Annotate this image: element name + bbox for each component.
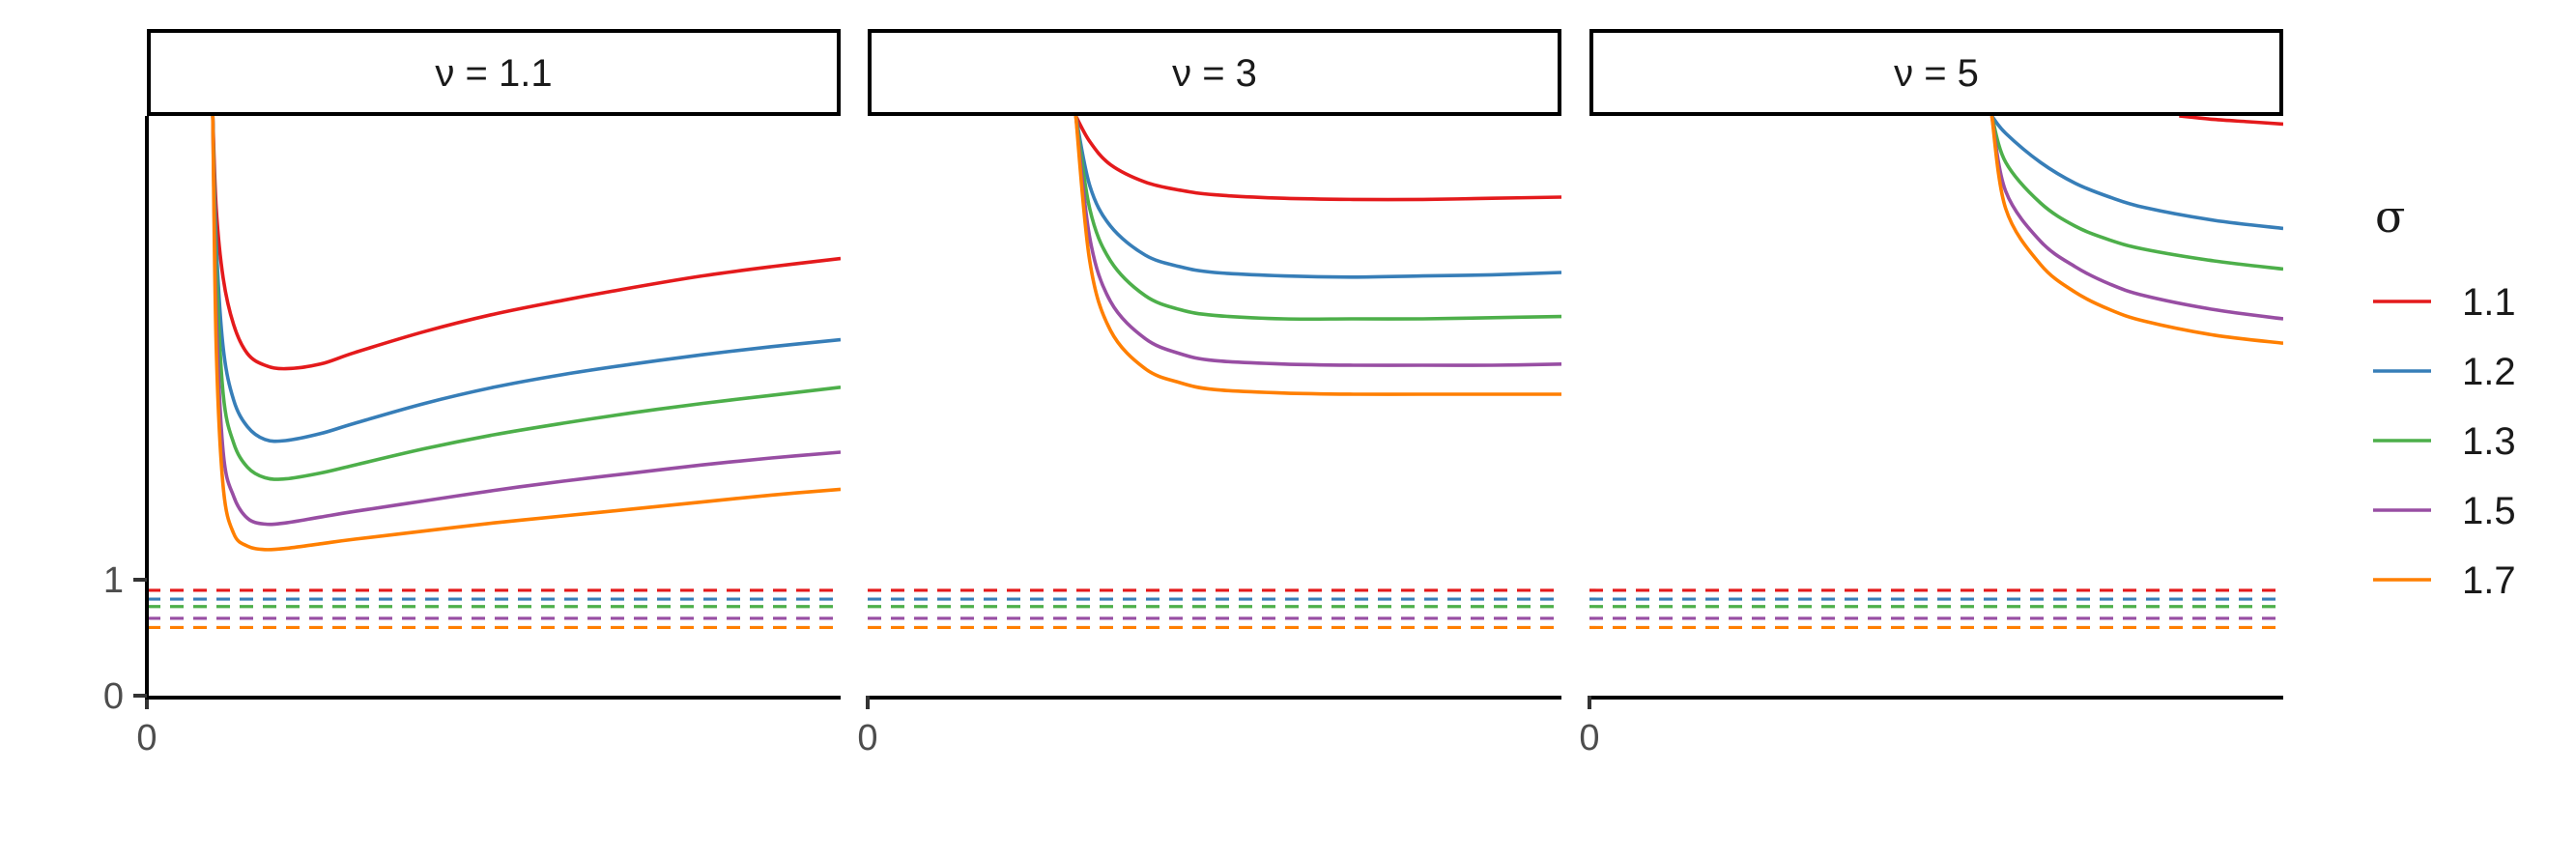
x-tick-label-panel-2: 0 <box>857 718 877 758</box>
series-line-1-7-panel-2 <box>1073 116 1561 396</box>
legend-label-1-5: 1.5 <box>2462 490 2516 532</box>
series-line-1-3-panel-3 <box>1989 116 2283 272</box>
legend: σ 1.1 1.2 1.3 1.5 1.7 <box>2373 190 2516 602</box>
series-line-1-1-panel-1 <box>211 116 841 371</box>
series-line-1-5-panel-2 <box>1073 116 1561 367</box>
series-line-1-5-panel-1 <box>211 116 841 527</box>
y-tick-label: 0 <box>103 676 124 717</box>
series-line-1-1-panel-3 <box>2179 116 2283 127</box>
series-line-1-2-panel-2 <box>1073 116 1561 279</box>
series-line-1-5-panel-3 <box>1989 116 2283 321</box>
x-tick-label-panel-1: 0 <box>136 718 157 758</box>
facet-strips: ν = 1.1 ν = 3 ν = 5 <box>147 29 2283 116</box>
legend-label-1-7: 1.7 <box>2462 559 2516 602</box>
legend-title: σ <box>2375 190 2405 243</box>
y-tick-label: 1 <box>103 560 124 601</box>
facet-strip-panel-3 <box>1589 29 2283 116</box>
series-line-1-3-panel-1 <box>211 116 841 481</box>
series-line-1-3-panel-2 <box>1073 116 1561 322</box>
legend-label-1-2: 1.2 <box>2462 351 2516 393</box>
facet-strip-panel-2 <box>868 29 1561 116</box>
legend-label-1-1: 1.1 <box>2462 281 2516 324</box>
series-lines <box>211 116 2283 552</box>
facet-label-panel-2: ν = 3 <box>1172 52 1257 95</box>
x-tick-label-panel-3: 0 <box>1579 718 1599 758</box>
series-line-1-1-panel-2 <box>1073 116 1561 202</box>
facet-strip-panel-1 <box>147 29 841 116</box>
series-line-1-7-panel-1 <box>211 116 841 552</box>
legend-label-1-3: 1.3 <box>2462 420 2516 463</box>
dashed-reference-lines <box>147 588 2283 630</box>
facet-label-panel-3: ν = 5 <box>1894 52 1979 95</box>
series-line-1-2-panel-1 <box>211 116 841 443</box>
series-line-1-7-panel-3 <box>1989 116 2283 345</box>
series-line-1-2-panel-3 <box>1989 116 2283 231</box>
facet-label-panel-1: ν = 1.1 <box>435 52 552 95</box>
